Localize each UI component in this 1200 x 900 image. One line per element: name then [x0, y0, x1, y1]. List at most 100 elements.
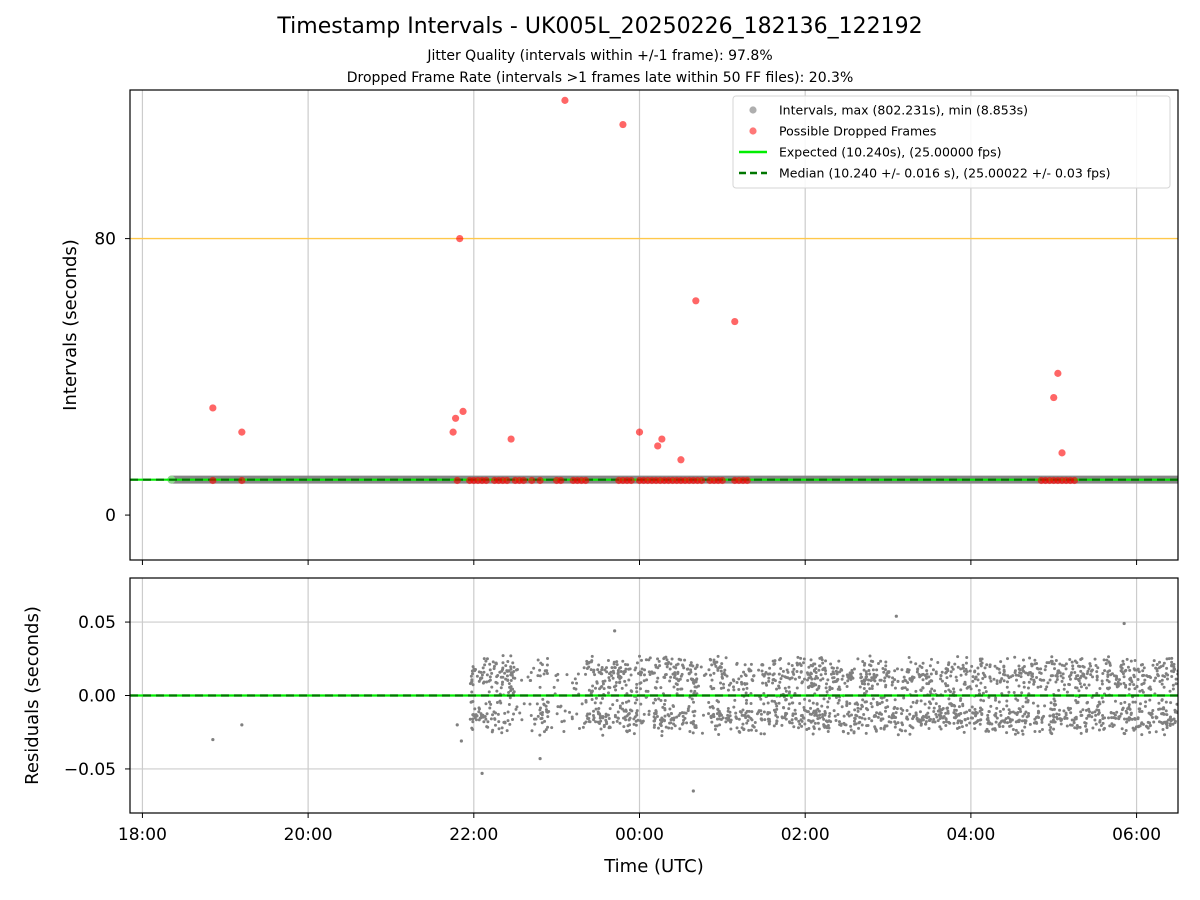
residual-point	[961, 663, 965, 667]
residual-point	[503, 711, 507, 715]
residual-point	[1145, 674, 1149, 678]
residual-point	[857, 726, 861, 730]
residual-point	[635, 713, 639, 717]
residual-point	[1152, 720, 1156, 724]
residual-point	[1096, 705, 1100, 709]
residual-point	[905, 688, 909, 692]
residual-point	[687, 705, 691, 709]
residual-point	[1127, 705, 1131, 709]
residual-point	[946, 684, 950, 688]
residual-point	[760, 718, 764, 722]
residual-point	[1039, 685, 1043, 689]
top-plot-area	[130, 90, 1178, 560]
residual-point	[653, 723, 657, 727]
residual-point	[828, 688, 832, 692]
residual-point	[959, 688, 963, 692]
residual-point	[724, 656, 728, 660]
residual-point	[718, 723, 722, 727]
residual-point	[734, 711, 738, 715]
residual-point	[455, 723, 459, 727]
residual-point	[943, 682, 947, 686]
residual-point	[782, 706, 786, 710]
residual-point	[654, 710, 658, 714]
residual-point	[946, 663, 950, 667]
residual-point	[1141, 674, 1145, 678]
dropped-frame-point	[1054, 369, 1062, 377]
residual-point	[1119, 712, 1123, 716]
residual-point	[619, 666, 623, 670]
residual-point	[779, 667, 783, 671]
residual-point	[500, 682, 504, 686]
residual-point	[719, 669, 723, 673]
residual-point	[848, 702, 852, 706]
residual-point	[573, 677, 577, 681]
residual-point	[1000, 692, 1004, 696]
residual-point	[692, 700, 696, 704]
residual-point	[652, 719, 656, 723]
residual-point	[545, 663, 549, 667]
residual-point	[906, 717, 910, 721]
residual-point	[782, 716, 786, 720]
residual-point	[1129, 678, 1133, 682]
residual-point	[998, 709, 1002, 713]
residual-point	[606, 691, 610, 695]
residual-point	[759, 709, 763, 713]
residual-point	[505, 729, 509, 733]
residual-point	[1013, 732, 1017, 736]
residual-point	[1134, 725, 1138, 729]
residual-point	[546, 725, 550, 729]
residual-point	[1050, 655, 1054, 659]
residual-point	[814, 710, 818, 714]
residual-point	[883, 676, 887, 680]
residual-point	[1033, 658, 1037, 662]
residual-point	[1059, 717, 1063, 721]
residual-point	[1019, 675, 1023, 679]
residual-point	[787, 685, 791, 689]
residual-point	[762, 702, 766, 706]
residual-point	[915, 716, 919, 720]
residual-point	[593, 686, 597, 690]
residual-point	[1029, 677, 1033, 681]
residual-point	[1043, 668, 1047, 672]
residual-point	[1068, 658, 1072, 662]
residual-point	[638, 719, 642, 723]
residual-point	[896, 679, 900, 683]
residual-point	[811, 732, 815, 736]
residual-point	[710, 687, 714, 691]
residual-point	[1087, 667, 1091, 671]
dropped-frame-point	[698, 476, 706, 485]
residual-point	[973, 707, 977, 711]
residual-point	[979, 681, 983, 685]
residual-point	[680, 672, 684, 676]
residual-point	[750, 710, 754, 714]
residual-point	[459, 739, 463, 743]
residual-point	[1083, 721, 1087, 725]
residual-point	[501, 661, 505, 665]
residual-point	[533, 722, 537, 726]
residual-point	[940, 670, 944, 674]
residual-point	[478, 716, 482, 720]
residual-point	[511, 691, 515, 695]
residual-point	[726, 713, 730, 717]
residual-point	[962, 682, 966, 686]
residual-point	[862, 668, 866, 672]
residual-point	[984, 690, 988, 694]
residual-point	[1157, 701, 1161, 705]
dropped-frame-point	[456, 235, 464, 243]
bottom-y-tick-label: 0.00	[78, 687, 116, 707]
residual-point	[762, 732, 766, 736]
residual-point	[678, 727, 682, 731]
residual-point	[556, 678, 560, 682]
residual-point	[1014, 697, 1018, 701]
residual-point	[1110, 722, 1114, 726]
residual-point	[615, 719, 619, 723]
residual-point	[1046, 681, 1050, 685]
residual-point	[677, 657, 681, 661]
residual-point	[818, 713, 822, 717]
residual-point	[783, 675, 787, 679]
residual-point	[1100, 682, 1104, 686]
residual-point	[471, 713, 475, 717]
residual-point	[900, 712, 904, 716]
residual-point	[983, 675, 987, 679]
residual-point	[928, 664, 932, 668]
